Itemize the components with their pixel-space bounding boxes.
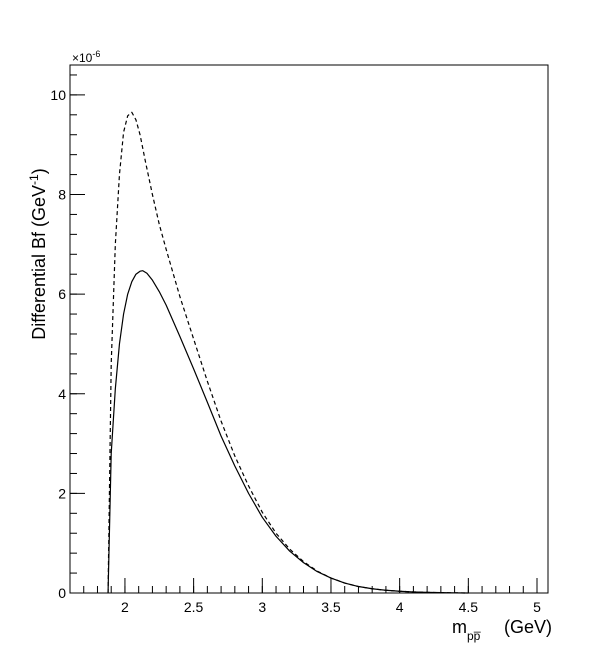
y-tick-label: 2 [58, 485, 66, 501]
series-line-dashed [107, 111, 469, 594]
x-tick-label: 3 [258, 599, 266, 615]
y-axis-label: Differential Bf (GeV-1) [27, 168, 49, 339]
y-tick-label: 8 [58, 187, 66, 203]
y-tick-label: 10 [50, 87, 66, 103]
y-tick-label: 6 [58, 286, 66, 302]
y-tick-label: 4 [58, 386, 66, 402]
x-tick-label: 4 [396, 599, 404, 615]
y-multiplier-label: ×10-6 [72, 49, 100, 65]
series-layer [107, 111, 469, 594]
x-tick-label: 5 [533, 599, 541, 615]
x-axis-label-subscript: pp̅ [467, 629, 481, 643]
x-axis-label-main: m [452, 617, 467, 637]
y-tick-label: 0 [58, 585, 66, 601]
x-tick-label: 2.5 [184, 599, 204, 615]
x-tick-label: 2 [121, 599, 129, 615]
y-axis-ticks: 0 2 4 6 8 10 [50, 74, 85, 601]
x-axis-label: m pp̅ (GeV) [452, 617, 552, 643]
x-axis-ticks: 2 2.5 3 3.5 4 4.5 5 [69, 578, 541, 615]
x-tick-label: 3.5 [321, 599, 341, 615]
x-tick-label: 4.5 [459, 599, 479, 615]
plot-frame [69, 64, 549, 594]
x-axis-label-unit: (GeV) [504, 617, 552, 637]
series-line-solid [107, 270, 469, 594]
